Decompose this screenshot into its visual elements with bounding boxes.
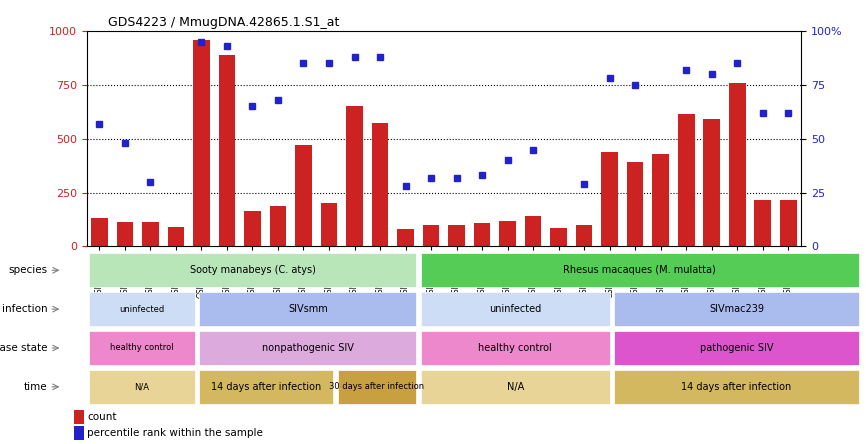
Text: nonpathogenic SIV: nonpathogenic SIV — [262, 343, 353, 353]
Bar — [652, 154, 669, 246]
Bar — [269, 206, 287, 246]
Bar — [729, 83, 746, 246]
Bar — [576, 225, 592, 246]
FancyBboxPatch shape — [421, 331, 610, 365]
FancyBboxPatch shape — [89, 292, 195, 326]
Bar — [423, 225, 439, 246]
Bar — [500, 221, 516, 246]
FancyBboxPatch shape — [89, 331, 195, 365]
Bar — [780, 200, 797, 246]
Text: 14 days after infection: 14 days after infection — [211, 382, 321, 392]
Bar — [525, 216, 541, 246]
FancyBboxPatch shape — [421, 370, 610, 404]
Text: Sooty manabeys (C. atys): Sooty manabeys (C. atys) — [190, 265, 315, 275]
Bar — [601, 152, 618, 246]
Text: uninfected: uninfected — [489, 304, 541, 314]
Bar — [193, 40, 210, 246]
Bar — [449, 225, 465, 246]
FancyBboxPatch shape — [199, 370, 333, 404]
Text: SIVsmm: SIVsmm — [288, 304, 327, 314]
Text: 14 days after infection: 14 days after infection — [682, 382, 792, 392]
Text: infection: infection — [2, 304, 48, 314]
Bar — [74, 426, 84, 440]
Bar — [372, 123, 388, 246]
Text: Rhesus macaques (M. mulatta): Rhesus macaques (M. mulatta) — [563, 265, 716, 275]
Bar — [74, 410, 84, 424]
Bar — [627, 163, 643, 246]
Bar — [551, 228, 567, 246]
Text: N/A: N/A — [134, 382, 150, 391]
FancyBboxPatch shape — [614, 331, 858, 365]
FancyBboxPatch shape — [89, 253, 417, 287]
Text: uninfected: uninfected — [120, 305, 165, 313]
Bar — [244, 211, 261, 246]
Text: percentile rank within the sample: percentile rank within the sample — [87, 428, 263, 438]
FancyBboxPatch shape — [338, 370, 417, 404]
Text: SIVmac239: SIVmac239 — [709, 304, 764, 314]
Text: N/A: N/A — [507, 382, 524, 392]
Text: healthy control: healthy control — [110, 344, 174, 353]
Bar — [168, 227, 184, 246]
Text: healthy control: healthy control — [478, 343, 552, 353]
Text: pathogenic SIV: pathogenic SIV — [700, 343, 773, 353]
FancyBboxPatch shape — [614, 370, 858, 404]
Text: time: time — [24, 382, 48, 392]
Bar — [320, 203, 337, 246]
Text: count: count — [87, 412, 117, 422]
FancyBboxPatch shape — [199, 331, 417, 365]
FancyBboxPatch shape — [421, 253, 858, 287]
Bar — [91, 218, 107, 246]
Text: species: species — [9, 265, 48, 275]
Bar — [346, 107, 363, 246]
Bar — [678, 114, 695, 246]
FancyBboxPatch shape — [421, 292, 610, 326]
Bar — [754, 200, 771, 246]
Text: GDS4223 / MmugDNA.42865.1.S1_at: GDS4223 / MmugDNA.42865.1.S1_at — [108, 16, 339, 28]
Bar — [142, 222, 158, 246]
Text: disease state: disease state — [0, 343, 48, 353]
Bar — [218, 55, 236, 246]
FancyBboxPatch shape — [89, 370, 195, 404]
Bar — [295, 145, 312, 246]
Bar — [117, 222, 133, 246]
Bar — [474, 223, 490, 246]
Bar — [703, 119, 720, 246]
FancyBboxPatch shape — [614, 292, 858, 326]
FancyBboxPatch shape — [199, 292, 417, 326]
Text: 30 days after infection: 30 days after infection — [329, 382, 424, 391]
Bar — [397, 229, 414, 246]
